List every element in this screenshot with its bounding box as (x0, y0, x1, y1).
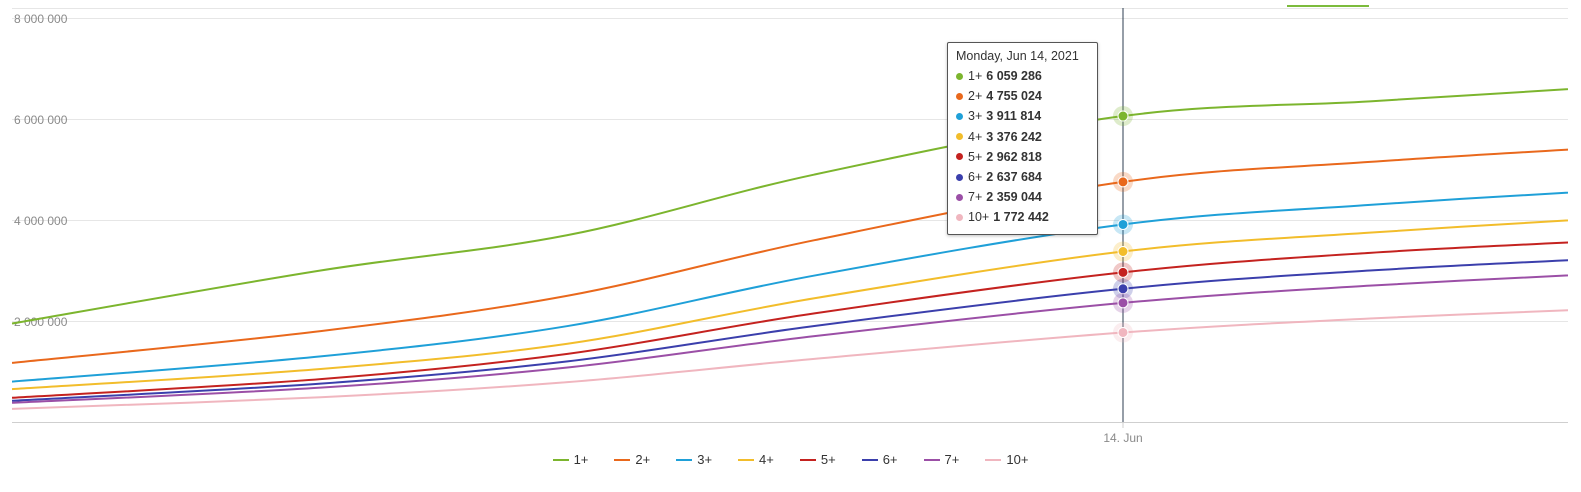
tooltip-series-name: 1+ (968, 69, 983, 84)
tooltip-series-value: 1 772 442 (993, 210, 1049, 225)
legend-label: 2+ (635, 452, 651, 467)
tooltip-row: 10+ 1 772 442 (956, 207, 1089, 227)
tooltip-row: 3+ 3 911 814 (956, 106, 1089, 126)
tooltip-series-value: 3 911 814 (986, 109, 1042, 124)
x-axis-ticks: 14. Jun (1103, 422, 1143, 445)
legend-label: 1+ (573, 452, 589, 467)
tooltip-dot-icon (956, 133, 963, 141)
marker-10plus[interactable] (1117, 326, 1129, 338)
tooltip-dot-icon (956, 72, 963, 80)
legend-item-3plus[interactable]: 3+ (676, 452, 712, 467)
legend-item-6plus[interactable]: 6+ (861, 452, 898, 467)
y-tick-label: 2 000 000 (14, 315, 68, 329)
series-line-6plus (12, 259, 1568, 402)
legend-item-10plus[interactable]: 10+ (985, 452, 1028, 467)
legend-swatch-icon (985, 458, 1002, 461)
marker-4plus[interactable] (1117, 245, 1129, 257)
legend: 1+ 2+ 3+ 4+ 5+ 6+ 7+ 10+ (0, 452, 1581, 467)
tooltip-row: 7+ 2 359 044 (956, 187, 1089, 207)
tooltip-series-value: 2 359 044 (986, 190, 1042, 205)
legend-item-5plus[interactable]: 5+ (799, 452, 836, 467)
hover-markers (1113, 106, 1133, 343)
tooltip-title: Monday, Jun 14, 2021 (956, 49, 1079, 63)
y-tick-label: 4 000 000 (14, 214, 68, 228)
legend-item-2plus[interactable]: 2+ (614, 452, 650, 467)
legend-swatch-icon (614, 458, 631, 461)
tooltip-series-name: 3+ (968, 109, 983, 124)
tooltip-dot-icon (956, 193, 963, 201)
tooltip-row: 4+ 3 376 242 (956, 127, 1089, 147)
marker-2plus[interactable] (1117, 176, 1129, 188)
legend-item-4plus[interactable]: 4+ (738, 452, 774, 467)
legend-item-1plus[interactable]: 1+ (552, 452, 589, 467)
marker-3plus[interactable] (1117, 218, 1129, 230)
legend-label: 6+ (882, 452, 898, 467)
tooltip-series-name: 4+ (968, 129, 983, 144)
series-line-7plus (12, 274, 1568, 404)
marker-5plus[interactable] (1117, 266, 1129, 278)
x-tick-label: 14. Jun (1103, 431, 1142, 445)
tooltip-dot-icon (956, 213, 963, 221)
tooltip-rows: 1+ 6 059 286 2+ 4 755 024 3+ 3 911 814 4+ 3 376… (956, 66, 1089, 228)
tooltip-dot-icon (956, 153, 963, 161)
tooltip-series-name: 2+ (968, 89, 983, 104)
tooltip-series-value: 2 637 684 (986, 170, 1042, 185)
legend-item-7plus[interactable]: 7+ (923, 452, 960, 467)
legend-swatch-icon (552, 458, 569, 461)
legend-swatch-icon (861, 458, 878, 461)
series-line-2plus (12, 148, 1568, 364)
marker-7plus[interactable] (1117, 297, 1129, 309)
tooltip-series-name: 5+ (968, 149, 983, 164)
legend-swatch-icon (923, 458, 940, 461)
tooltip-series-name: 7+ (968, 190, 983, 205)
tooltip-series-value: 6 059 286 (986, 69, 1042, 84)
series-line-10plus (12, 309, 1568, 410)
series-line-1plus (12, 88, 1568, 325)
tooltip-series-name: 6+ (968, 170, 983, 185)
marker-6plus[interactable] (1117, 283, 1129, 295)
series-line-3plus (12, 191, 1568, 383)
y-tick-label: 6 000 000 (14, 113, 68, 127)
legend-label: 3+ (697, 452, 713, 467)
series-line-4plus (12, 219, 1568, 391)
tooltip-row: 2+ 4 755 024 (956, 86, 1089, 106)
tooltip-row: 5+ 2 962 818 (956, 147, 1089, 167)
legend-swatch-icon (676, 458, 693, 461)
tooltip-row: 6+ 2 637 684 (956, 167, 1089, 187)
legend-label: 10+ (1006, 452, 1029, 467)
top-accent-bar (1287, 5, 1369, 7)
tooltip-series-value: 4 755 024 (986, 89, 1042, 104)
y-axis-ticks: 2 000 000 4 000 000 6 000 000 8 000 000 (14, 12, 68, 329)
legend-label: 5+ (820, 452, 836, 467)
y-tick-label: 8 000 000 (14, 12, 68, 26)
tooltip-dot-icon (956, 173, 963, 181)
legend-label: 7+ (944, 452, 960, 467)
tooltip-series-value: 2 962 818 (986, 149, 1042, 164)
tooltip-series-name: 10+ (968, 210, 990, 225)
legend-swatch-icon (799, 458, 816, 461)
marker-1plus[interactable] (1117, 110, 1129, 122)
series-lines (12, 88, 1568, 410)
tooltip: Monday, Jun 14, 2021 1+ 6 059 286 2+ 4 755 … (947, 42, 1098, 235)
tooltip-series-value: 3 376 242 (986, 129, 1042, 144)
legend-swatch-icon (738, 458, 755, 461)
tooltip-dot-icon (956, 92, 963, 100)
series-line-5plus (12, 241, 1568, 399)
tooltip-dot-icon (956, 112, 963, 120)
legend-label: 4+ (759, 452, 774, 467)
tooltip-row: 1+ 6 059 286 (956, 66, 1089, 86)
